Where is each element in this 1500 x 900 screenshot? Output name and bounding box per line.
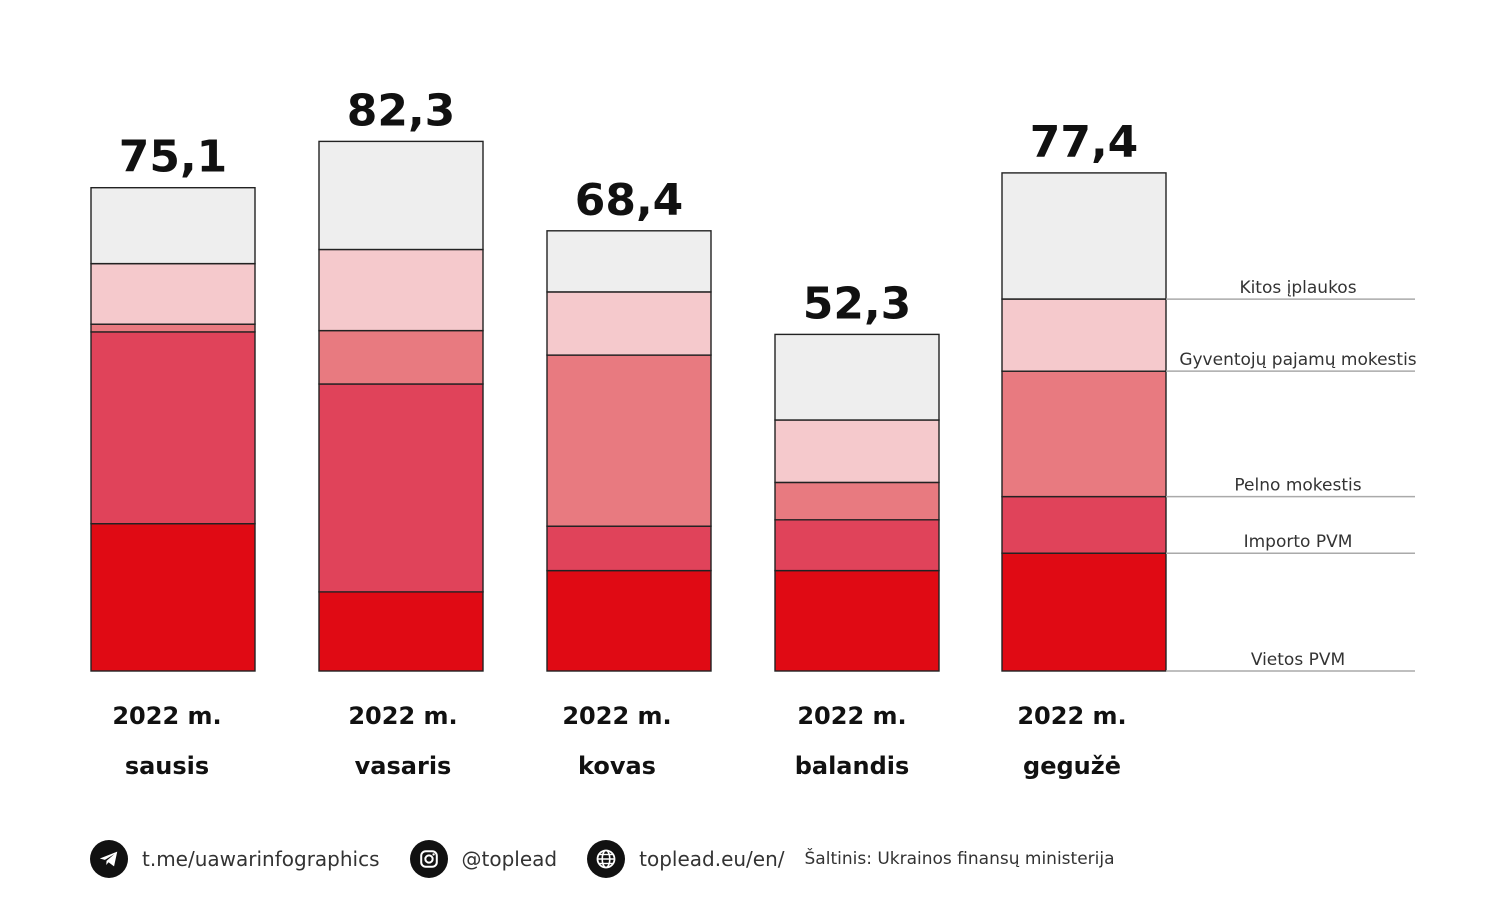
bar-segment-balandis-vietos-pvm [774,569,940,672]
telegram-link[interactable]: t.me/uawarinfographics [90,840,380,878]
category-month-label-kovas: kovas [578,752,656,780]
total-label-balandis: 52,3 [803,278,912,329]
legend-label-vietos-pvm: Vietos PVM [1251,650,1345,670]
instagram-text: @toplead [461,847,558,871]
category-month-label-geguze: gegužė [1023,752,1121,780]
category-year-label: 2022 m. [562,702,671,730]
bar-segment-sausis-importo-pvm [90,331,256,525]
footer: t.me/uawarinfographics @toplead toplead.… [90,838,1115,880]
legend-label-kitos-iplaukos: Kitos įplaukos [1239,278,1356,298]
bar-segment-geguze-gyventoju-pajamu-mokestis [1001,298,1167,372]
website-text: toplead.eu/en/ [639,847,785,871]
category-year-label: 2022 m. [112,702,221,730]
globe-icon [587,840,626,878]
total-label-geguze: 77,4 [1030,117,1139,168]
bar-segment-balandis-pelno-mokestis [774,481,940,521]
bar-segment-vasaris-pelno-mokestis [318,329,484,385]
stacked-bar-chart: 75,1 2022 m. sausis 82,3 2022 m. vasaris 68,4 2… [90,85,1417,780]
bar-segment-kovas-vietos-pvm [546,569,712,672]
instagram-link[interactable]: @toplead [409,840,558,878]
telegram-icon [90,840,128,878]
category-year-label: 2022 m. [1017,702,1126,730]
category-month-label-balandis: balandis [795,752,910,780]
bar-segment-kovas-importo-pvm [546,525,712,572]
bar-segment-vasaris-vietos-pvm [318,591,484,672]
category-year-label: 2022 m. [797,702,906,730]
bar-segment-geguze-kitos-iplaukos [1001,172,1167,300]
bar-segment-geguze-vietos-pvm [1001,552,1167,672]
category-year-label: 2022 m. [348,702,457,730]
total-label-vasaris: 82,3 [347,85,456,136]
bar-segment-vasaris-kitos-iplaukos [318,140,484,251]
bar-segment-kovas-pelno-mokestis [546,354,712,527]
legend-label-gyventoju-pajamu-mokestis: Gyventojų pajamų mokestis [1179,350,1416,370]
total-label-sausis: 75,1 [119,132,228,183]
instagram-icon [409,840,448,878]
bar-segment-balandis-importo-pvm [774,519,940,572]
bar-segment-balandis-gyventoju-pajamu-mokestis [774,419,940,484]
category-month-label-vasaris: vasaris [355,752,452,780]
bar-segment-geguze-pelno-mokestis [1001,370,1167,498]
bar-segment-kovas-gyventoju-pajamu-mokestis [546,291,712,356]
bar-segment-sausis-gyventoju-pajamu-mokestis [90,263,256,325]
bar-segment-vasaris-gyventoju-pajamu-mokestis [318,248,484,332]
bar-segment-sausis-vietos-pvm [90,522,256,672]
bar-segment-kovas-kitos-iplaukos [546,230,712,293]
telegram-text: t.me/uawarinfographics [142,847,380,871]
legend-label-importo-pvm: Importo PVM [1244,532,1353,552]
source-text: Šaltinis: Ukrainos finansų ministerija [804,849,1115,869]
website-link[interactable]: toplead.eu/en/ [587,840,785,878]
bar-segment-geguze-importo-pvm [1001,495,1167,554]
bar-segment-sausis-pelno-mokestis [90,323,256,333]
bar-segment-vasaris-importo-pvm [318,383,484,593]
bar-segment-balandis-kitos-iplaukos [774,333,940,421]
category-month-label-sausis: sausis [125,752,209,780]
bar-segment-sausis-kitos-iplaukos [90,186,256,265]
legend-label-pelno-mokestis: Pelno mokestis [1234,476,1361,496]
total-label-kovas: 68,4 [575,175,684,226]
